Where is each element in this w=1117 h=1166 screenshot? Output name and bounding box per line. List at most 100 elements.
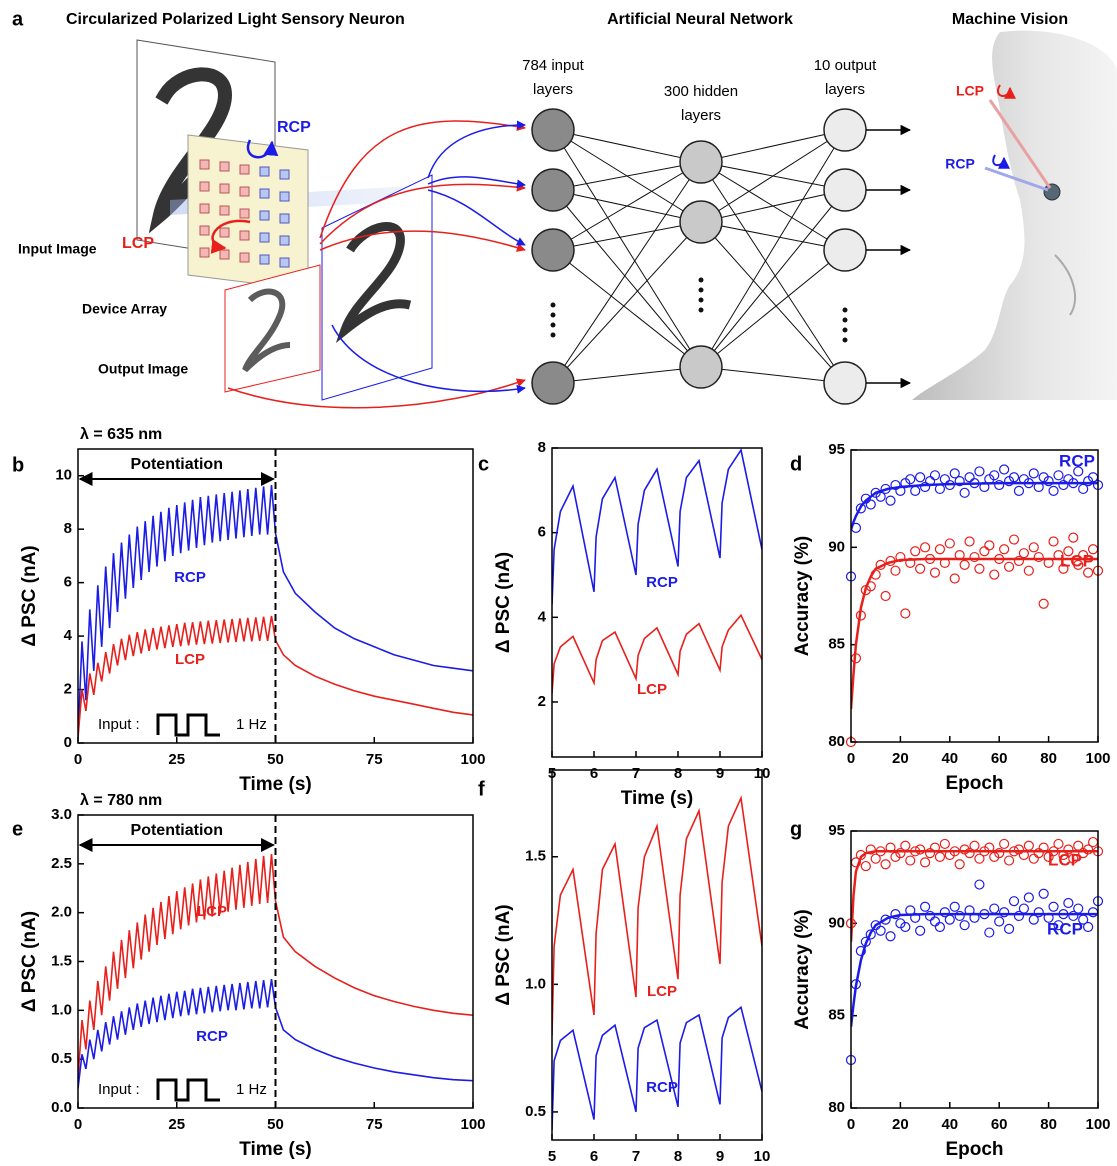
label: LCP xyxy=(122,235,154,252)
y-tick-label: 1.5 xyxy=(525,848,546,865)
panel-letter: a xyxy=(12,8,24,30)
plot-frame xyxy=(77,814,474,1109)
digit-output xyxy=(335,222,412,344)
data-point xyxy=(1048,485,1059,496)
data-point xyxy=(999,907,1010,918)
data-line xyxy=(552,795,762,1036)
data-point xyxy=(880,914,891,925)
series-label: LCP xyxy=(647,983,677,1000)
data-point xyxy=(880,590,891,602)
square-wave xyxy=(156,1078,220,1102)
data-point xyxy=(924,910,936,922)
y-tick-label: 0.5 xyxy=(525,1103,546,1120)
y-axis-label: Δ PSC (nA) xyxy=(493,552,514,653)
data-point xyxy=(934,921,946,933)
data-point xyxy=(895,551,906,563)
x-tick-label: 25 xyxy=(168,751,185,768)
data-point xyxy=(929,916,941,927)
data-point xyxy=(959,559,970,570)
data-point xyxy=(939,838,950,850)
y-tick-label: 4 xyxy=(538,608,547,625)
data-point xyxy=(1063,897,1074,909)
data-point xyxy=(1043,476,1054,487)
data-point xyxy=(974,563,985,574)
data-point xyxy=(974,466,985,477)
data-line xyxy=(78,485,473,738)
data-point xyxy=(885,495,896,506)
x-tick-label: 100 xyxy=(1085,750,1110,767)
y-axis-label: Accuracy (%) xyxy=(792,909,813,1029)
y-axis-label: Δ PSC (nA) xyxy=(493,904,514,1005)
x-tick-label: 10 xyxy=(754,1148,771,1161)
data-point xyxy=(989,470,1000,481)
y-axis-label: Δ PSC (nA) xyxy=(19,911,40,1012)
data-point xyxy=(944,914,955,925)
data-point xyxy=(1013,910,1025,922)
data-point xyxy=(944,538,955,549)
x-axis-label: Epoch xyxy=(945,773,1003,794)
data-point xyxy=(1028,853,1039,864)
y-tick-label: 0.5 xyxy=(51,1050,72,1067)
x-tick-label: 40 xyxy=(941,1116,958,1133)
data-point xyxy=(1028,542,1039,553)
panel-letter: c xyxy=(478,453,489,475)
series-label: LCP xyxy=(1060,551,1094,570)
square-wave xyxy=(156,713,220,737)
y-axis-label: Δ PSC (nA) xyxy=(19,545,40,646)
data-point xyxy=(969,840,980,851)
network-edges xyxy=(552,129,846,384)
data-point xyxy=(1063,546,1074,557)
label: RCP xyxy=(277,119,311,136)
annotation: 1 Hz xyxy=(236,1081,267,1098)
data-point xyxy=(1003,561,1015,572)
network-nodes xyxy=(531,108,867,405)
lcp-beam xyxy=(988,99,1052,189)
data-point xyxy=(1087,836,1099,848)
data-point xyxy=(994,916,1005,927)
data-point xyxy=(1018,548,1030,559)
data-point xyxy=(915,472,926,483)
y-tick-label: 2.0 xyxy=(51,904,72,921)
data-point xyxy=(994,479,1005,491)
x-tick-label: 75 xyxy=(366,1116,383,1133)
data-point xyxy=(915,563,926,574)
x-tick-label: 40 xyxy=(941,750,958,767)
data-point xyxy=(1058,479,1069,491)
label: RCP xyxy=(945,156,975,172)
data-point xyxy=(910,546,921,557)
data-point xyxy=(855,503,866,514)
x-tick-label: 20 xyxy=(892,750,909,767)
y-tick-label: 95 xyxy=(828,822,845,839)
x-tick-label: 20 xyxy=(892,1116,909,1133)
y-tick-label: 2 xyxy=(64,681,72,698)
data-point xyxy=(929,470,941,481)
panel-letter: g xyxy=(790,818,802,840)
layer-label: 300 hidden xyxy=(664,83,738,100)
series-label: RCP xyxy=(646,574,678,591)
data-point xyxy=(1028,468,1039,479)
data-point xyxy=(954,910,965,922)
data-point xyxy=(959,487,970,498)
data-line xyxy=(78,615,473,738)
data-point xyxy=(1073,466,1084,477)
data-point xyxy=(1008,472,1020,483)
annotation: Input : xyxy=(98,716,140,733)
data-point xyxy=(1048,901,1059,912)
series-label: RCP xyxy=(1059,451,1095,470)
rcp-arrow xyxy=(246,139,279,159)
y-tick-label: 80 xyxy=(828,1099,845,1116)
label: Input Image xyxy=(18,241,97,257)
data-point xyxy=(915,925,926,936)
x-tick-label: 6 xyxy=(590,1148,598,1161)
data-point xyxy=(924,848,936,859)
data-point xyxy=(959,920,970,931)
y-tick-label: 6 xyxy=(64,574,72,591)
y-tick-label: 2.5 xyxy=(51,855,72,872)
data-point xyxy=(964,848,975,859)
x-tick-label: 8 xyxy=(674,1148,682,1161)
chart-title: λ = 635 nm xyxy=(80,426,162,443)
plot-frame xyxy=(850,830,1099,1109)
x-tick-label: 100 xyxy=(460,1116,485,1133)
data-point xyxy=(860,860,871,872)
data-line xyxy=(552,1005,762,1130)
